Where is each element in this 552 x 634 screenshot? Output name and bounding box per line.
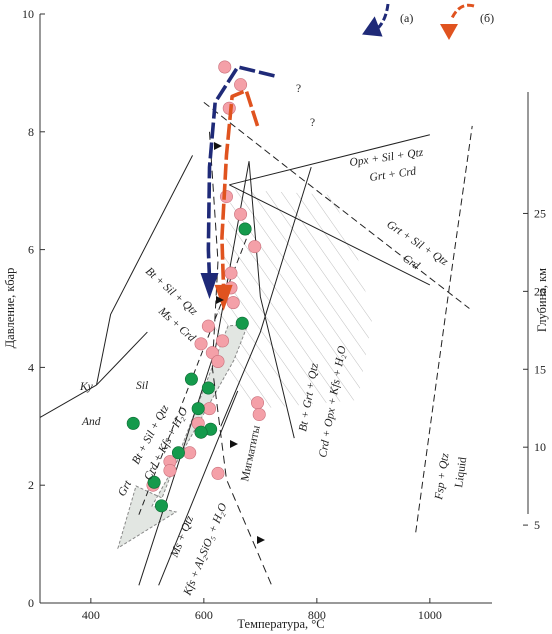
legend-arrow-b-line — [450, 3, 475, 19]
green-sample-point — [191, 402, 205, 416]
pt-path-a — [206, 65, 275, 280]
green-sample-point — [154, 499, 168, 513]
migmatite-arrow-2 — [216, 296, 224, 304]
pink-sample-point — [234, 207, 248, 221]
line-grt-crd — [229, 184, 431, 286]
pink-sample-point — [226, 296, 240, 310]
x-axis-label: Температура, °C — [237, 617, 324, 631]
axes — [39, 14, 529, 604]
pink-sample-point — [194, 337, 208, 351]
pt-paths — [200, 65, 275, 311]
depth-tick-label: 15 — [534, 362, 546, 376]
green-sample-point — [194, 425, 208, 439]
x-tick-label: 1000 — [418, 608, 442, 622]
y-tick-label: 4 — [28, 360, 34, 374]
y-tick-label: 0 — [28, 596, 34, 610]
line-crd-opx-kfs — [220, 166, 312, 427]
pink-sample-point — [201, 319, 215, 333]
question-mark-1: ? — [296, 83, 301, 95]
depth-axis-label: Глубина, км — [535, 268, 549, 332]
label-crd: Crd — [400, 253, 421, 273]
line-kfs-alsio5 — [158, 390, 239, 586]
pt-path-arrowhead-b — [214, 284, 233, 311]
pink-sample-point — [215, 334, 229, 348]
line-bt-grt-qtz — [248, 161, 295, 439]
pink-sample-point — [211, 355, 225, 369]
green-sample-point — [171, 446, 185, 460]
label-ms-qtz: Ms + Qtz — [168, 514, 196, 560]
pink-sample-point — [248, 240, 262, 254]
legend: (а) (б) — [362, 3, 494, 40]
y-axis-label: Давление, кбар — [3, 268, 17, 349]
depth-tick-label: 5 — [534, 518, 540, 532]
line-fsp-qtz — [415, 125, 473, 533]
line-and-sil — [96, 155, 193, 386]
legend-arrow-b-head — [440, 24, 458, 40]
pink-sample-point — [183, 446, 197, 460]
green-sample-point — [235, 316, 249, 330]
pink-sample-point — [251, 396, 265, 410]
pink-sample-point — [218, 60, 232, 74]
x-tick-label: 600 — [195, 608, 213, 622]
y-tick-label: 8 — [28, 125, 34, 139]
pink-sample-point — [203, 402, 217, 416]
green-samples — [126, 222, 252, 513]
pink-sample-point — [219, 190, 233, 204]
x-tick-label: 800 — [308, 608, 326, 622]
y-tick-label: 10 — [22, 7, 34, 21]
pink-sample-point — [163, 463, 177, 477]
reaction-lines — [40, 101, 473, 586]
green-sample-point — [184, 372, 198, 386]
green-sample-point — [201, 381, 215, 395]
y-tick-label: 2 — [28, 478, 34, 492]
label-bt-sil-qtz-top: Bt + Sil + Qtz — [143, 265, 200, 318]
line-opx-sil-qtz — [229, 134, 430, 186]
pt-path-b — [220, 88, 260, 291]
label-grt-crd: Grt + Crd — [369, 166, 417, 184]
label-migmatites: Мигматиты — [239, 424, 263, 482]
pink-sample-point — [211, 466, 225, 480]
y-tick-label: 6 — [28, 243, 34, 257]
green-sample-point — [238, 222, 252, 236]
depth-tick-label: 10 — [534, 440, 546, 454]
line-migmatites — [209, 131, 273, 586]
axis-ticks: 400 600 800 1000 0 2 4 6 8 10 5 10 15 20 25 — [22, 7, 546, 622]
cooling-arrow — [117, 323, 249, 550]
legend-arrow-a-line — [376, 3, 390, 30]
line-ky-sil — [96, 331, 148, 386]
x-tick-label: 400 — [82, 608, 100, 622]
depth-tick-label: 25 — [534, 206, 546, 220]
label-kfs-alsio5: Kfs + Al₂SiO₅ + H₂O — [181, 501, 230, 598]
line-ky-and — [40, 384, 97, 418]
migmatite-arrow-3 — [230, 440, 238, 448]
pink-sample-point — [252, 408, 266, 422]
label-fsp-qtz: Fsp + Qtz — [433, 452, 452, 501]
pink-sample-point — [234, 78, 248, 92]
label-ky: Ky — [79, 381, 94, 393]
pink-sample-point — [224, 266, 238, 280]
question-mark-2: ? — [310, 117, 315, 129]
label-sil: Sil — [136, 380, 148, 392]
label-grt: Grt — [116, 478, 134, 498]
green-sample-point — [126, 416, 140, 430]
legend-label-a: (а) — [400, 11, 413, 25]
legend-arrow-a-head — [362, 16, 383, 37]
migmatite-arrow-1 — [214, 142, 222, 150]
label-and: And — [81, 416, 101, 428]
migmatite-arrow-4 — [257, 536, 265, 544]
line-upper-right-dashed — [203, 101, 470, 309]
label-liquid: Liquid — [453, 456, 469, 488]
legend-label-b: (б) — [480, 11, 494, 25]
green-sample-point — [147, 475, 161, 489]
pt-path-arrowhead-a — [200, 273, 219, 300]
depth-tick-label: 20 — [534, 284, 546, 298]
